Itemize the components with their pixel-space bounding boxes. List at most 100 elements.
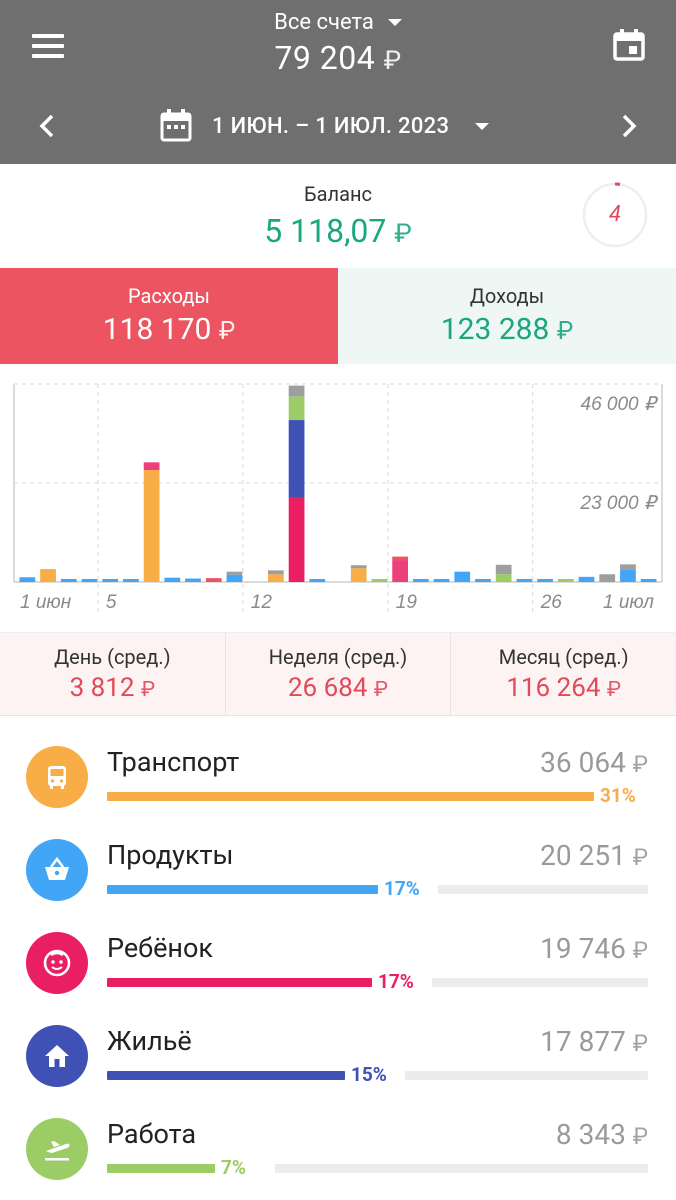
chart-x-tick-label: 12 [251, 592, 273, 613]
chevron-left-icon [39, 114, 54, 138]
balance-label: Баланс [304, 182, 372, 206]
average-day-label: День (сред.) [54, 645, 171, 669]
chart-bar-segment [495, 574, 512, 582]
category-amount-row: 19 746 ₽ [540, 932, 648, 965]
chart-y-tick-label: 46 000 ₽ [581, 394, 659, 415]
category-name: Продукты [107, 839, 234, 871]
category-row-housing[interactable]: Жильё 17 877 ₽ 15% [0, 1009, 676, 1102]
category-percent: 17% [384, 877, 420, 900]
chart-bar-segment [578, 576, 595, 582]
balance-panel: Баланс 5 118,07 ₽ 4 [0, 164, 676, 268]
category-amount-row: 8 343 ₽ [556, 1118, 648, 1151]
chart-bar-segment [143, 462, 160, 471]
expenses-value-row: 118 170 ₽ [0, 312, 338, 347]
chart-bar-segment [288, 396, 305, 421]
menu-icon-line [32, 44, 64, 48]
average-month-value-row: 116 264 ₽ [451, 673, 676, 703]
income-value-row: 123 288 ₽ [338, 312, 676, 347]
chart-bar-segment [620, 569, 636, 582]
currency-sign: ₽ [632, 937, 648, 964]
average-month: Месяц (сред.) 116 264 ₽ [451, 633, 676, 715]
next-period-button[interactable] [614, 112, 642, 140]
category-icon-circle [26, 1025, 88, 1087]
bus-icon [48, 766, 66, 789]
chart-bar-segment [350, 568, 367, 582]
currency-sign: ₽ [632, 751, 648, 778]
account-title[interactable]: Все счета [274, 10, 402, 35]
basket-icon [45, 856, 69, 880]
chart-bar-segment [268, 574, 284, 582]
chart-x-tick-label: 26 [540, 592, 563, 613]
chart-bar-segment [81, 579, 98, 582]
chart-bar-segment [599, 574, 616, 582]
expenses-label: Расходы [128, 284, 210, 308]
category-percent: 7% [221, 1156, 246, 1179]
category-name: Работа [107, 1118, 197, 1150]
category-row-transport[interactable]: Транспорт 36 064 ₽ 31% [0, 730, 676, 823]
category-row-groceries[interactable]: Продукты 20 251 ₽ 17% [0, 823, 676, 916]
category-icon-circle [26, 932, 88, 994]
menu-icon-line [32, 34, 64, 38]
category-amount: 19 746 [540, 932, 626, 965]
calendar-range-icon [160, 109, 192, 142]
daily-expenses-chart[interactable]: 46 000 ₽ 23 000 ₽ 1 июн 5 12 19 26 1 июл [0, 364, 676, 632]
dropdown-arrow-icon [475, 122, 490, 130]
currency-sign: ₽ [394, 219, 412, 249]
chart-bar-segment [620, 564, 636, 570]
category-name: Жильё [107, 1025, 192, 1057]
date-range-selector[interactable]: 1 ИЮН. – 1 ИЮЛ. 2023 [160, 106, 490, 146]
chart-bar-segment [288, 420, 305, 498]
tab-expenses[interactable]: Расходы 118 170 ₽ [0, 268, 338, 364]
tab-income[interactable]: Доходы 123 288 ₽ [338, 268, 676, 364]
average-week-value-row: 26 684 ₽ [226, 673, 451, 703]
category-bar-fill [107, 1164, 215, 1173]
balance-value-row: 5 118,07 ₽ [0, 212, 676, 250]
chart-bar-segment [205, 578, 222, 582]
chart-y-tick-label: 23 000 ₽ [580, 493, 659, 514]
chart-x-tick-label: 1 июн [20, 592, 72, 613]
date-range-text: 1 ИЮН. – 1 ИЮЛ. 2023 [212, 113, 450, 139]
expenses-value: 118 170 [102, 312, 212, 347]
category-amount-row: 17 877 ₽ [540, 1025, 648, 1058]
category-amount-row: 36 064 ₽ [540, 746, 648, 779]
previous-period-button[interactable] [34, 112, 62, 140]
averages-row: День (сред.) 3 812 ₽ Неделя (сред.) 26 6… [0, 632, 676, 716]
days-left-number: 4 [609, 202, 621, 227]
category-row-child[interactable]: Ребёнок 19 746 ₽ 17% [0, 916, 676, 1009]
days-left-ring-icon[interactable] [582, 182, 648, 248]
category-bar-fill [107, 1071, 345, 1080]
chart-bar-segment [475, 579, 491, 582]
category-row-work[interactable]: Работа 8 343 ₽ 7% [0, 1102, 676, 1195]
average-month-value: 116 264 [506, 673, 601, 703]
account-selector[interactable]: Все счета 79 204 ₽ [0, 10, 676, 77]
category-bar-fill [107, 792, 594, 801]
income-value: 123 288 [440, 312, 550, 347]
chart-canvas: 46 000 ₽ 23 000 ₽ 1 июн 5 12 19 26 1 июл [13, 383, 663, 613]
dropdown-arrow-icon [387, 19, 402, 26]
category-name: Транспорт [107, 746, 240, 778]
chart-bar-segment [557, 579, 574, 582]
category-bar-gap [345, 1069, 405, 1082]
category-bar-track [107, 1164, 648, 1173]
chart-bar-segment [288, 497, 305, 582]
currency-sign: ₽ [632, 1030, 648, 1057]
category-bar-gap [215, 1162, 275, 1175]
category-icon-circle [26, 1118, 88, 1180]
currency-sign: ₽ [556, 317, 574, 346]
menu-icon-line [32, 54, 64, 58]
plane-departure-icon [45, 1141, 70, 1161]
chart-bar-segment [495, 564, 512, 575]
calendar-button[interactable] [612, 28, 646, 62]
average-week-label: Неделя (сред.) [268, 645, 408, 669]
category-list: Транспорт 36 064 ₽ 31% Продукты 20 251 ₽… [0, 730, 676, 1195]
chart-bar-segment [226, 571, 243, 575]
chart-bar-segment [516, 579, 533, 582]
menu-button[interactable] [24, 28, 72, 68]
date-range-bar: 1 ИЮН. – 1 ИЮЛ. 2023 [0, 106, 676, 146]
chart-bar-segment [640, 579, 657, 582]
currency-sign: ₽ [606, 677, 622, 702]
chart-bar-segment [433, 579, 450, 582]
category-icon-circle [26, 839, 88, 901]
chart-bar-segment [102, 579, 119, 582]
expense-income-tabs: Расходы 118 170 ₽ Доходы 123 288 ₽ [0, 268, 676, 364]
